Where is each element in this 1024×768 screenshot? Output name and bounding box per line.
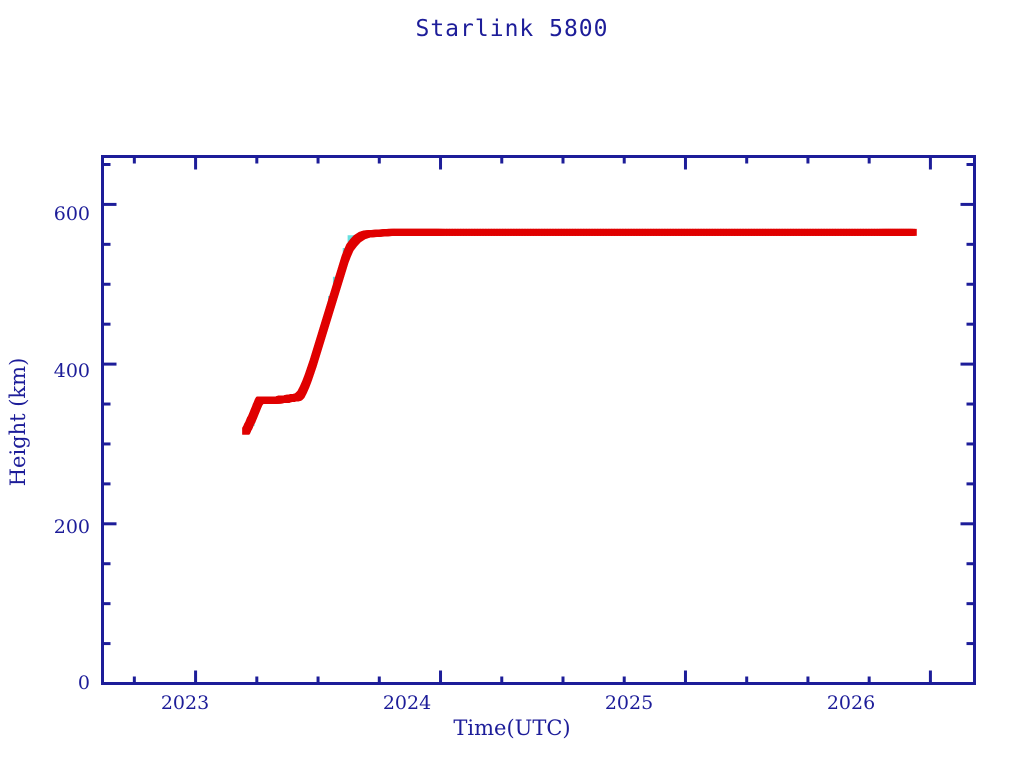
- x-axis-label: Time(UTC): [453, 716, 571, 740]
- y-tick-label-400: 400: [53, 360, 90, 382]
- x-tick-label-2026: 2026: [826, 692, 876, 714]
- y-tick-label-0: 0: [77, 672, 90, 694]
- y-tick-label-600: 600: [53, 203, 90, 225]
- data-series-primary: [242, 228, 917, 435]
- y-tick-label-200: 200: [53, 516, 90, 538]
- y-axis-label: Height (km): [6, 357, 30, 487]
- x-tick-label-2024: 2024: [382, 692, 432, 714]
- x-tick-label-2023: 2023: [160, 692, 210, 714]
- x-tick-label-2025: 2025: [604, 692, 654, 714]
- axis-ticks: [102, 156, 975, 685]
- chart-title: Starlink 5800: [415, 16, 609, 42]
- plot-frame: [101, 155, 976, 685]
